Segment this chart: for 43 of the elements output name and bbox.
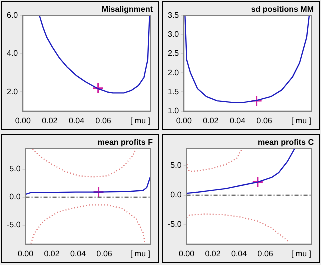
x-axis-title: [ mu ] bbox=[291, 116, 312, 126]
y-tick-label: 2.0 bbox=[6, 87, 19, 96]
x-tick-label: 0.00 bbox=[15, 116, 32, 126]
y-tick-label: 1.5 bbox=[168, 87, 180, 96]
x-tick-label: 0.04 bbox=[232, 249, 248, 258]
line-series bbox=[32, 148, 137, 178]
y-tick-label: 1.0 bbox=[168, 106, 180, 116]
x-tick-label: 0.06 bbox=[256, 116, 273, 126]
chart-title: mean profits C bbox=[258, 138, 314, 148]
x-tick-label: 0.02 bbox=[203, 116, 220, 126]
x-tick-label: 0.00 bbox=[176, 116, 192, 126]
line-series bbox=[186, 148, 243, 172]
y-tick-label: 5.0 bbox=[170, 160, 182, 170]
x-tick-label: 0.02 bbox=[44, 249, 60, 258]
x-tick-label: 0.06 bbox=[96, 249, 113, 258]
y-tick-label: 3.5 bbox=[168, 10, 180, 20]
x-tick-label: 0.04 bbox=[230, 116, 246, 126]
x-axis-title: [ mu ] bbox=[130, 250, 150, 259]
y-tick-label: 2.5 bbox=[168, 49, 180, 58]
x-tick-label: 0.04 bbox=[70, 249, 87, 258]
x-tick-label: 0.00 bbox=[18, 249, 34, 258]
chart-title: sd positions MM bbox=[251, 5, 314, 14]
line-series bbox=[186, 214, 290, 244]
y-tick-label: 6.0 bbox=[6, 10, 19, 20]
line-series bbox=[30, 204, 146, 244]
x-tick-label: 0.06 bbox=[258, 249, 274, 258]
x-tick-label: 0.02 bbox=[205, 249, 222, 258]
chart-title: mean profits F bbox=[98, 138, 154, 148]
y-tick-label: 4.0 bbox=[6, 49, 19, 58]
y-tick-label: -5.0 bbox=[168, 220, 182, 230]
x-tick-label: 0.06 bbox=[96, 116, 112, 126]
y-tick-label: 3.0 bbox=[168, 30, 180, 39]
x-tick-label: 0.02 bbox=[42, 116, 58, 126]
y-tick-label: 5.0 bbox=[10, 164, 22, 174]
x-axis-title: [ mu ] bbox=[291, 250, 312, 259]
y-tick-label: 0.0 bbox=[170, 190, 182, 200]
x-tick-label: 0.04 bbox=[68, 116, 86, 126]
y-tick-label: 0.0 bbox=[10, 192, 22, 202]
y-tick-label: 2.0 bbox=[168, 68, 180, 78]
x-axis-title: [ mu ] bbox=[130, 116, 150, 126]
x-tick-label: 0.00 bbox=[178, 249, 196, 258]
y-tick-label: -5.0 bbox=[6, 220, 22, 230]
chart-title: Misalignment bbox=[102, 5, 154, 14]
